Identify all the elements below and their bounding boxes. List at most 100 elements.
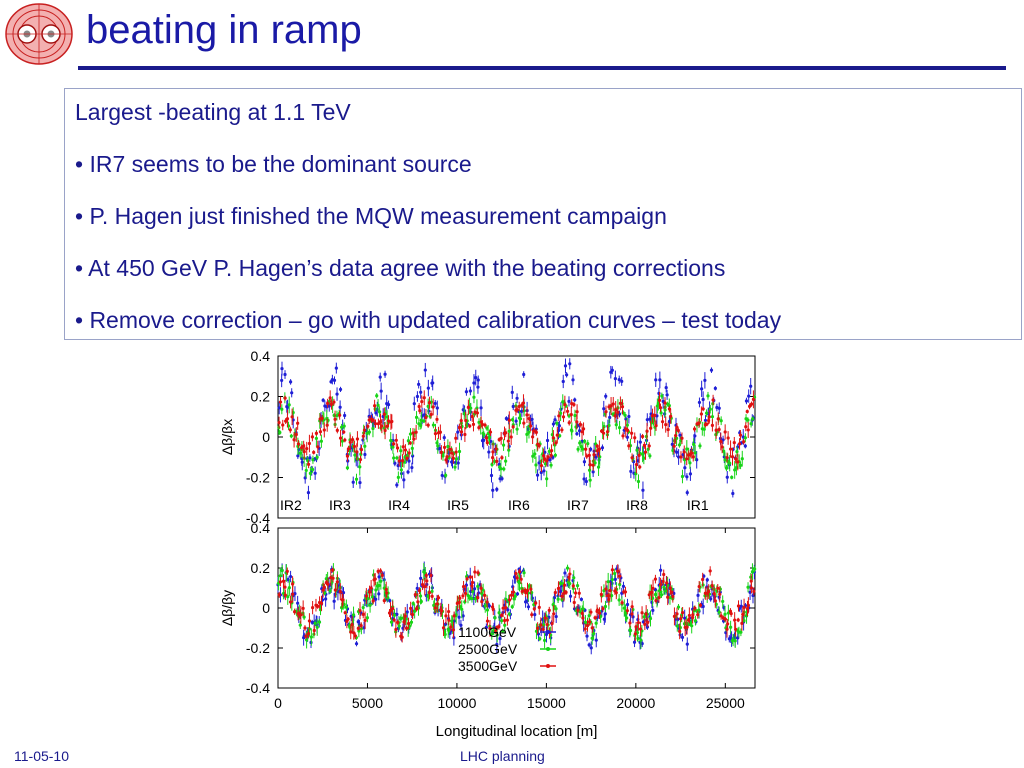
data-point — [515, 396, 519, 400]
data-point — [281, 579, 286, 583]
data-point — [313, 471, 317, 475]
ir-label: IR7 — [567, 497, 589, 513]
data-point — [436, 596, 441, 600]
data-point — [529, 587, 533, 591]
data-point — [376, 422, 380, 426]
data-point — [572, 600, 576, 605]
data-point — [452, 614, 456, 618]
data-point — [691, 455, 695, 459]
data-point — [477, 426, 481, 430]
data-point — [630, 456, 634, 460]
y-tick-label: -0.2 — [246, 470, 270, 486]
data-point — [725, 475, 729, 479]
data-point — [475, 411, 480, 415]
data-point — [604, 587, 608, 591]
data-point — [401, 445, 405, 449]
x-axis-label: Longitudinal location [m] — [436, 723, 598, 740]
data-point — [322, 585, 326, 589]
data-point — [351, 613, 356, 617]
data-point — [613, 571, 617, 576]
data-point — [415, 586, 419, 590]
data-point — [738, 463, 743, 467]
data-point — [373, 407, 377, 411]
data-point — [726, 436, 730, 440]
data-point — [594, 638, 598, 642]
beta-beating-chart: 0.4 0.2 0 -0.2 -0.4 Δβ/βx IR2 IR3 IR4 IR5 IR6 IR7 IR… — [219, 350, 757, 740]
ir-label: IR1 — [687, 497, 709, 513]
bullet-item: • Remove correction – go with updated ca… — [75, 307, 782, 333]
data-point — [693, 451, 697, 455]
data-point — [618, 574, 622, 578]
data-point — [316, 604, 320, 608]
data-point — [376, 569, 380, 573]
data-point — [685, 457, 689, 461]
y-tick-label: -0.4 — [246, 680, 270, 696]
data-point — [494, 447, 498, 451]
data-point — [603, 612, 607, 616]
data-point — [535, 473, 540, 477]
data-point — [539, 470, 543, 475]
data-point — [587, 643, 591, 647]
data-point — [509, 435, 513, 439]
data-point — [546, 455, 550, 459]
data-point — [701, 577, 705, 582]
data-point — [701, 407, 705, 411]
data-point — [352, 444, 357, 449]
x-tick-label: 10000 — [437, 695, 476, 711]
data-point — [342, 430, 346, 434]
data-point — [302, 450, 306, 454]
data-point — [412, 402, 416, 406]
data-point — [278, 580, 283, 584]
data-point — [654, 424, 658, 428]
data-point — [511, 404, 515, 409]
data-point — [424, 415, 428, 420]
data-point — [483, 604, 487, 608]
data-point — [333, 588, 337, 592]
data-point — [374, 597, 378, 601]
data-point — [697, 400, 702, 405]
data-point — [397, 624, 401, 628]
data-point — [721, 599, 725, 604]
data-point — [307, 441, 312, 446]
data-point — [505, 618, 510, 622]
data-point — [742, 440, 746, 444]
x-tick-label: 15000 — [527, 695, 566, 711]
data-point — [288, 428, 292, 432]
data-point — [558, 581, 563, 585]
data-point — [390, 419, 394, 424]
data-point — [430, 594, 434, 599]
data-point — [638, 440, 642, 444]
data-point — [472, 395, 476, 399]
data-point — [653, 413, 657, 417]
data-point — [461, 594, 465, 598]
data-point — [581, 447, 585, 451]
data-point — [552, 612, 556, 616]
data-point — [283, 593, 287, 597]
data-point — [602, 424, 606, 429]
data-point — [339, 425, 344, 429]
bullet-item: • IR7 seems to be the dominant source — [75, 151, 472, 177]
data-point — [503, 623, 507, 627]
data-point — [507, 429, 511, 433]
data-point — [468, 424, 472, 428]
data-point — [571, 584, 575, 588]
data-point — [739, 604, 743, 608]
bullet-item: • P. Hagen just finished the MQW measure… — [75, 203, 667, 229]
data-point — [733, 639, 737, 643]
data-point — [708, 569, 712, 573]
data-point — [662, 585, 666, 589]
data-point — [385, 424, 389, 428]
data-point — [358, 457, 363, 462]
data-point — [476, 595, 480, 600]
data-point — [386, 403, 391, 407]
data-point — [623, 590, 628, 594]
data-point — [291, 592, 295, 596]
data-point — [517, 581, 522, 585]
data-point — [744, 399, 749, 403]
data-point — [468, 389, 472, 393]
data-point — [402, 478, 406, 482]
data-point — [731, 491, 735, 496]
data-point — [355, 437, 360, 441]
y-tick-label: 0.4 — [251, 520, 271, 536]
data-point — [608, 415, 612, 420]
